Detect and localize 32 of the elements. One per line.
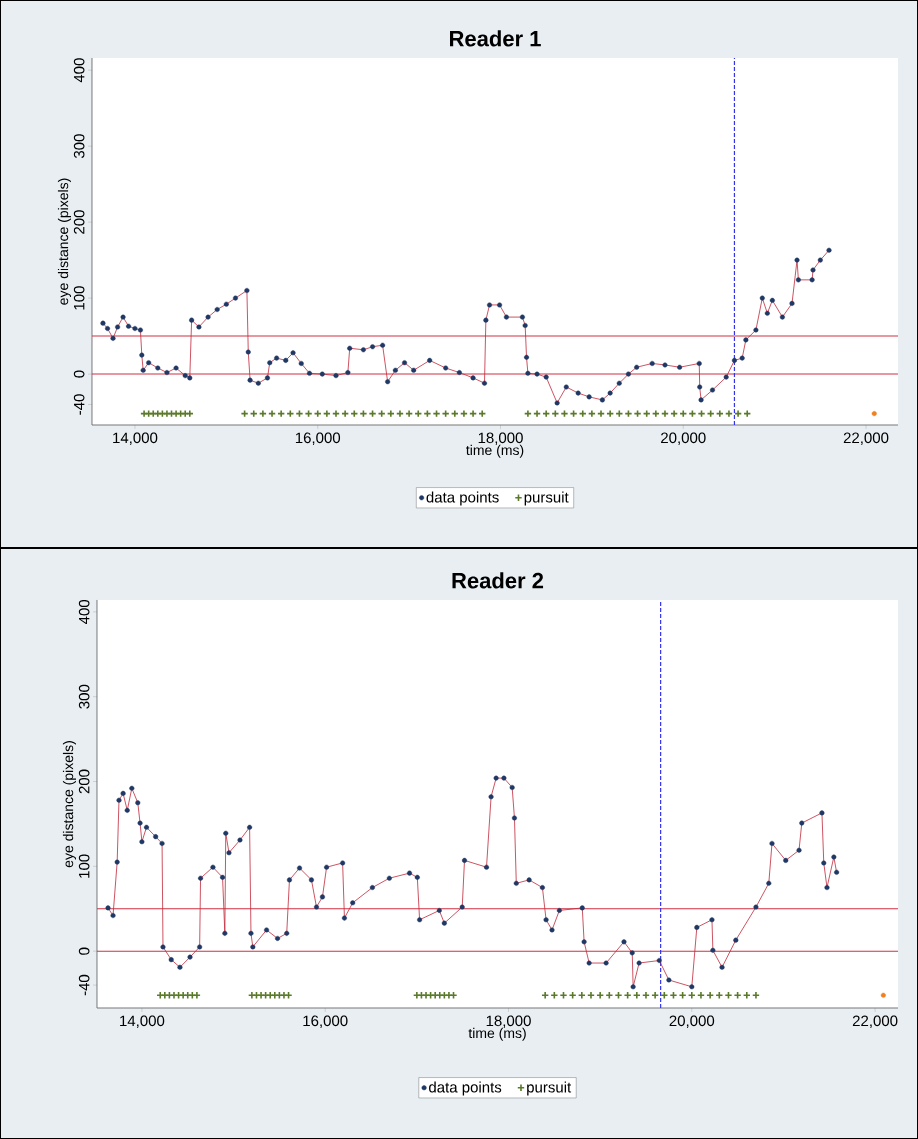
y-tick-label: 300 xyxy=(78,684,90,709)
x-tick-label: 14,000 xyxy=(113,432,158,445)
y-tick-label: 0 xyxy=(78,947,90,955)
x-axis-title: time (ms) xyxy=(468,1027,526,1041)
x-tick-label: 20,000 xyxy=(669,1015,715,1028)
y-tick-label: -40 xyxy=(78,974,90,996)
legend-label: pursuit xyxy=(527,1081,572,1096)
x-tick-label: 16,000 xyxy=(303,1015,348,1028)
legend-label: data points xyxy=(429,1081,502,1096)
x-tick-label: 22,000 xyxy=(843,432,889,445)
chart-title: Reader 1 xyxy=(450,30,541,47)
y-axis-title: eye distance (pixels) xyxy=(57,178,71,305)
chart-title: Reader 2 xyxy=(452,572,544,589)
y-tick-label: 400 xyxy=(73,58,85,83)
y-tick-label: 400 xyxy=(78,599,90,625)
y-tick-label: 0 xyxy=(73,370,85,378)
x-tick-label: 18,000 xyxy=(478,432,523,445)
y-tick-label: 100 xyxy=(73,286,85,310)
x-tick-label: 22,000 xyxy=(852,1015,898,1028)
x-tick-label: 14,000 xyxy=(120,1015,165,1028)
y-tick-label: 200 xyxy=(78,769,90,794)
legend-label: pursuit xyxy=(524,491,569,506)
x-axis-title: time (ms) xyxy=(466,444,524,458)
y-tick-label: 300 xyxy=(73,134,85,159)
x-tick-label: 16,000 xyxy=(295,432,341,445)
y-axis-title: eye distance (pixels) xyxy=(62,741,76,868)
y-tick-label: 200 xyxy=(73,210,85,234)
y-tick-label: 100 xyxy=(78,854,90,878)
x-tick-label: 20,000 xyxy=(661,432,706,445)
legend-label: data points xyxy=(426,491,499,506)
y-tick-label: -40 xyxy=(73,394,85,415)
x-tick-label: 18,000 xyxy=(486,1015,531,1028)
